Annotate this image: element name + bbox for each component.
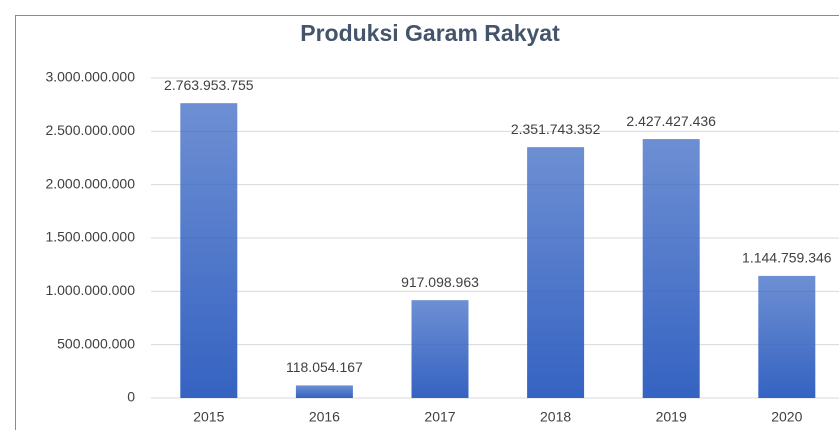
y-tick-label: 1.000.000.000: [45, 282, 135, 298]
y-tick-label: 2.000.000.000: [45, 175, 135, 191]
bar: [180, 103, 238, 398]
value-label: 2.351.743.352: [511, 121, 601, 137]
x-tick-label: 2017: [424, 409, 455, 425]
x-tick-label: 2019: [656, 409, 687, 425]
y-tick-label: 3.000.000.000: [45, 69, 135, 85]
value-label: 917.098.963: [401, 274, 479, 290]
bar: [295, 385, 353, 398]
x-tick-label: 2015: [193, 409, 224, 425]
y-tick-label: 500.000.000: [57, 335, 135, 351]
value-label: 2.763.953.755: [164, 77, 254, 93]
y-tick-label: 0: [127, 389, 135, 405]
value-label: 118.054.167: [286, 359, 363, 375]
y-tick-label: 1.500.000.000: [45, 229, 135, 245]
bar: [411, 300, 469, 398]
y-tick-label: 2.500.000.000: [45, 122, 135, 138]
bar: [642, 139, 700, 398]
x-tick-label: 2016: [309, 409, 340, 425]
x-tick-label: 2020: [771, 409, 802, 425]
value-label: 1.144.759.346: [742, 250, 832, 266]
bar: [527, 147, 585, 398]
x-tick-label: 2018: [540, 409, 571, 425]
bar: [758, 275, 816, 398]
chart-title: Produksi Garam Rakyat: [300, 20, 560, 46]
value-label: 2.427.427.436: [626, 113, 716, 129]
